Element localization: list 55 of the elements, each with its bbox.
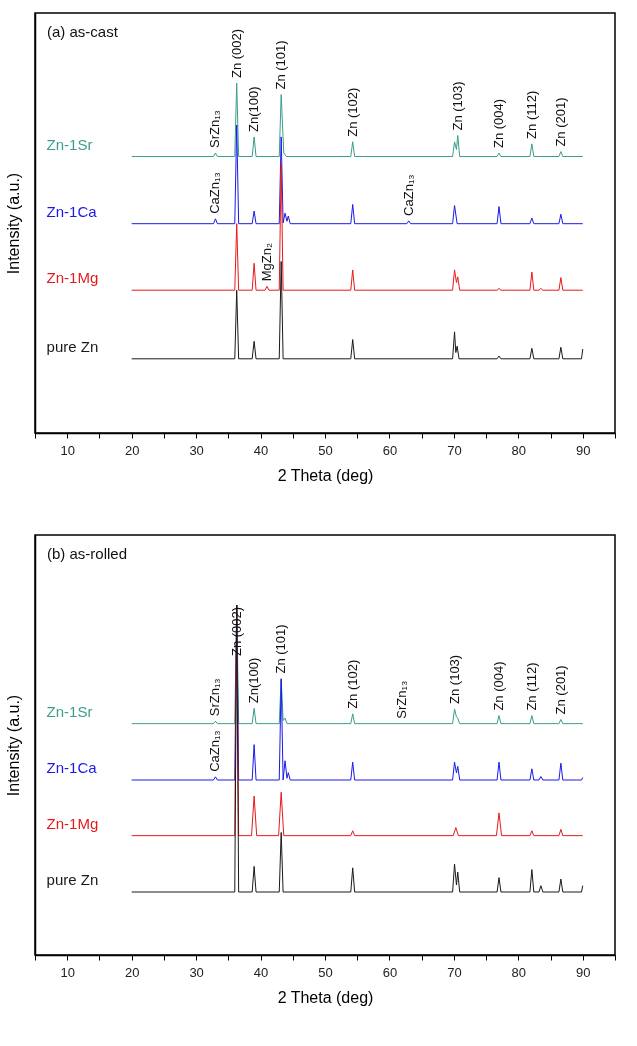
annotation: CaZn₁₃ — [207, 730, 223, 772]
x-tick-label: 10 — [60, 442, 75, 458]
annotation: Zn (101) — [273, 624, 289, 674]
annotation: Zn (002) — [228, 606, 244, 656]
text: Zn-1Ca — [46, 202, 98, 220]
annotation: MgZn₂ — [259, 243, 274, 282]
text: pure Zn — [46, 871, 99, 888]
x-tick-label: 30 — [189, 442, 204, 458]
chart-title: (a) as-cast — [47, 23, 119, 40]
annotation: SrZn₁₃ — [207, 110, 223, 148]
x-tick-label: 70 — [447, 964, 462, 980]
annotation: Zn (201) — [552, 97, 568, 147]
x-tick-label: 20 — [124, 442, 140, 458]
y-axis-title: Intensity (a.u.) — [4, 694, 22, 797]
annotation: Zn (201) — [552, 665, 568, 715]
x-tick-label: 80 — [511, 442, 527, 458]
annotation: CaZn₁₃ — [207, 172, 223, 214]
annotation: Zn (112) — [523, 662, 539, 711]
text: pure Zn — [46, 337, 99, 355]
x-tick-label: 40 — [253, 964, 269, 980]
chart-title: (b) as-rolled — [47, 545, 128, 562]
x-tick-label: 50 — [318, 964, 333, 980]
annotation: Zn(100) — [246, 86, 262, 132]
x-axis-title: 2 Theta (deg) — [277, 988, 374, 1006]
annotation: Zn (002) — [228, 28, 244, 78]
x-tick-label: 30 — [189, 964, 204, 980]
text: Zn-1Sr — [46, 135, 93, 153]
text: Zn-1Ca — [46, 759, 98, 776]
x-tick-label: 80 — [511, 964, 527, 980]
annotation: SrZn₁₃ — [207, 678, 223, 717]
x-tick-label: 60 — [382, 964, 398, 980]
x-tick-label: 40 — [253, 442, 269, 458]
annotation: Zn (102) — [344, 87, 360, 137]
x-tick-label: 10 — [60, 964, 75, 980]
annotation: Zn (103) — [446, 654, 462, 704]
annotation: CaZn₁₃ — [400, 174, 416, 216]
y-axis-title: Intensity (a.u.) — [4, 172, 22, 275]
x-tick-label: 90 — [576, 964, 591, 980]
text: Zn-1Sr — [46, 702, 93, 720]
annotation: Zn(100) — [246, 657, 262, 704]
annotation: Zn (103) — [449, 81, 465, 131]
x-tick-label: 60 — [382, 442, 398, 458]
annotation: SrZn₁₃ — [394, 680, 410, 719]
text: Zn-1Mg — [46, 269, 99, 287]
annotation: Zn (101) — [273, 40, 289, 90]
x-tick-label: 90 — [576, 442, 591, 458]
x-axis-title: 2 Theta (deg) — [277, 466, 374, 484]
x-tick-label: 20 — [124, 964, 140, 980]
x-tick-label: 50 — [318, 442, 333, 458]
text: Zn-1Mg — [46, 814, 99, 832]
annotation: Zn (112) — [523, 90, 539, 139]
x-tick-label: 70 — [447, 442, 462, 458]
annotation: Zn (004) — [491, 661, 506, 711]
annotation: Zn (004) — [491, 98, 506, 148]
annotation: Zn (102) — [344, 659, 360, 709]
